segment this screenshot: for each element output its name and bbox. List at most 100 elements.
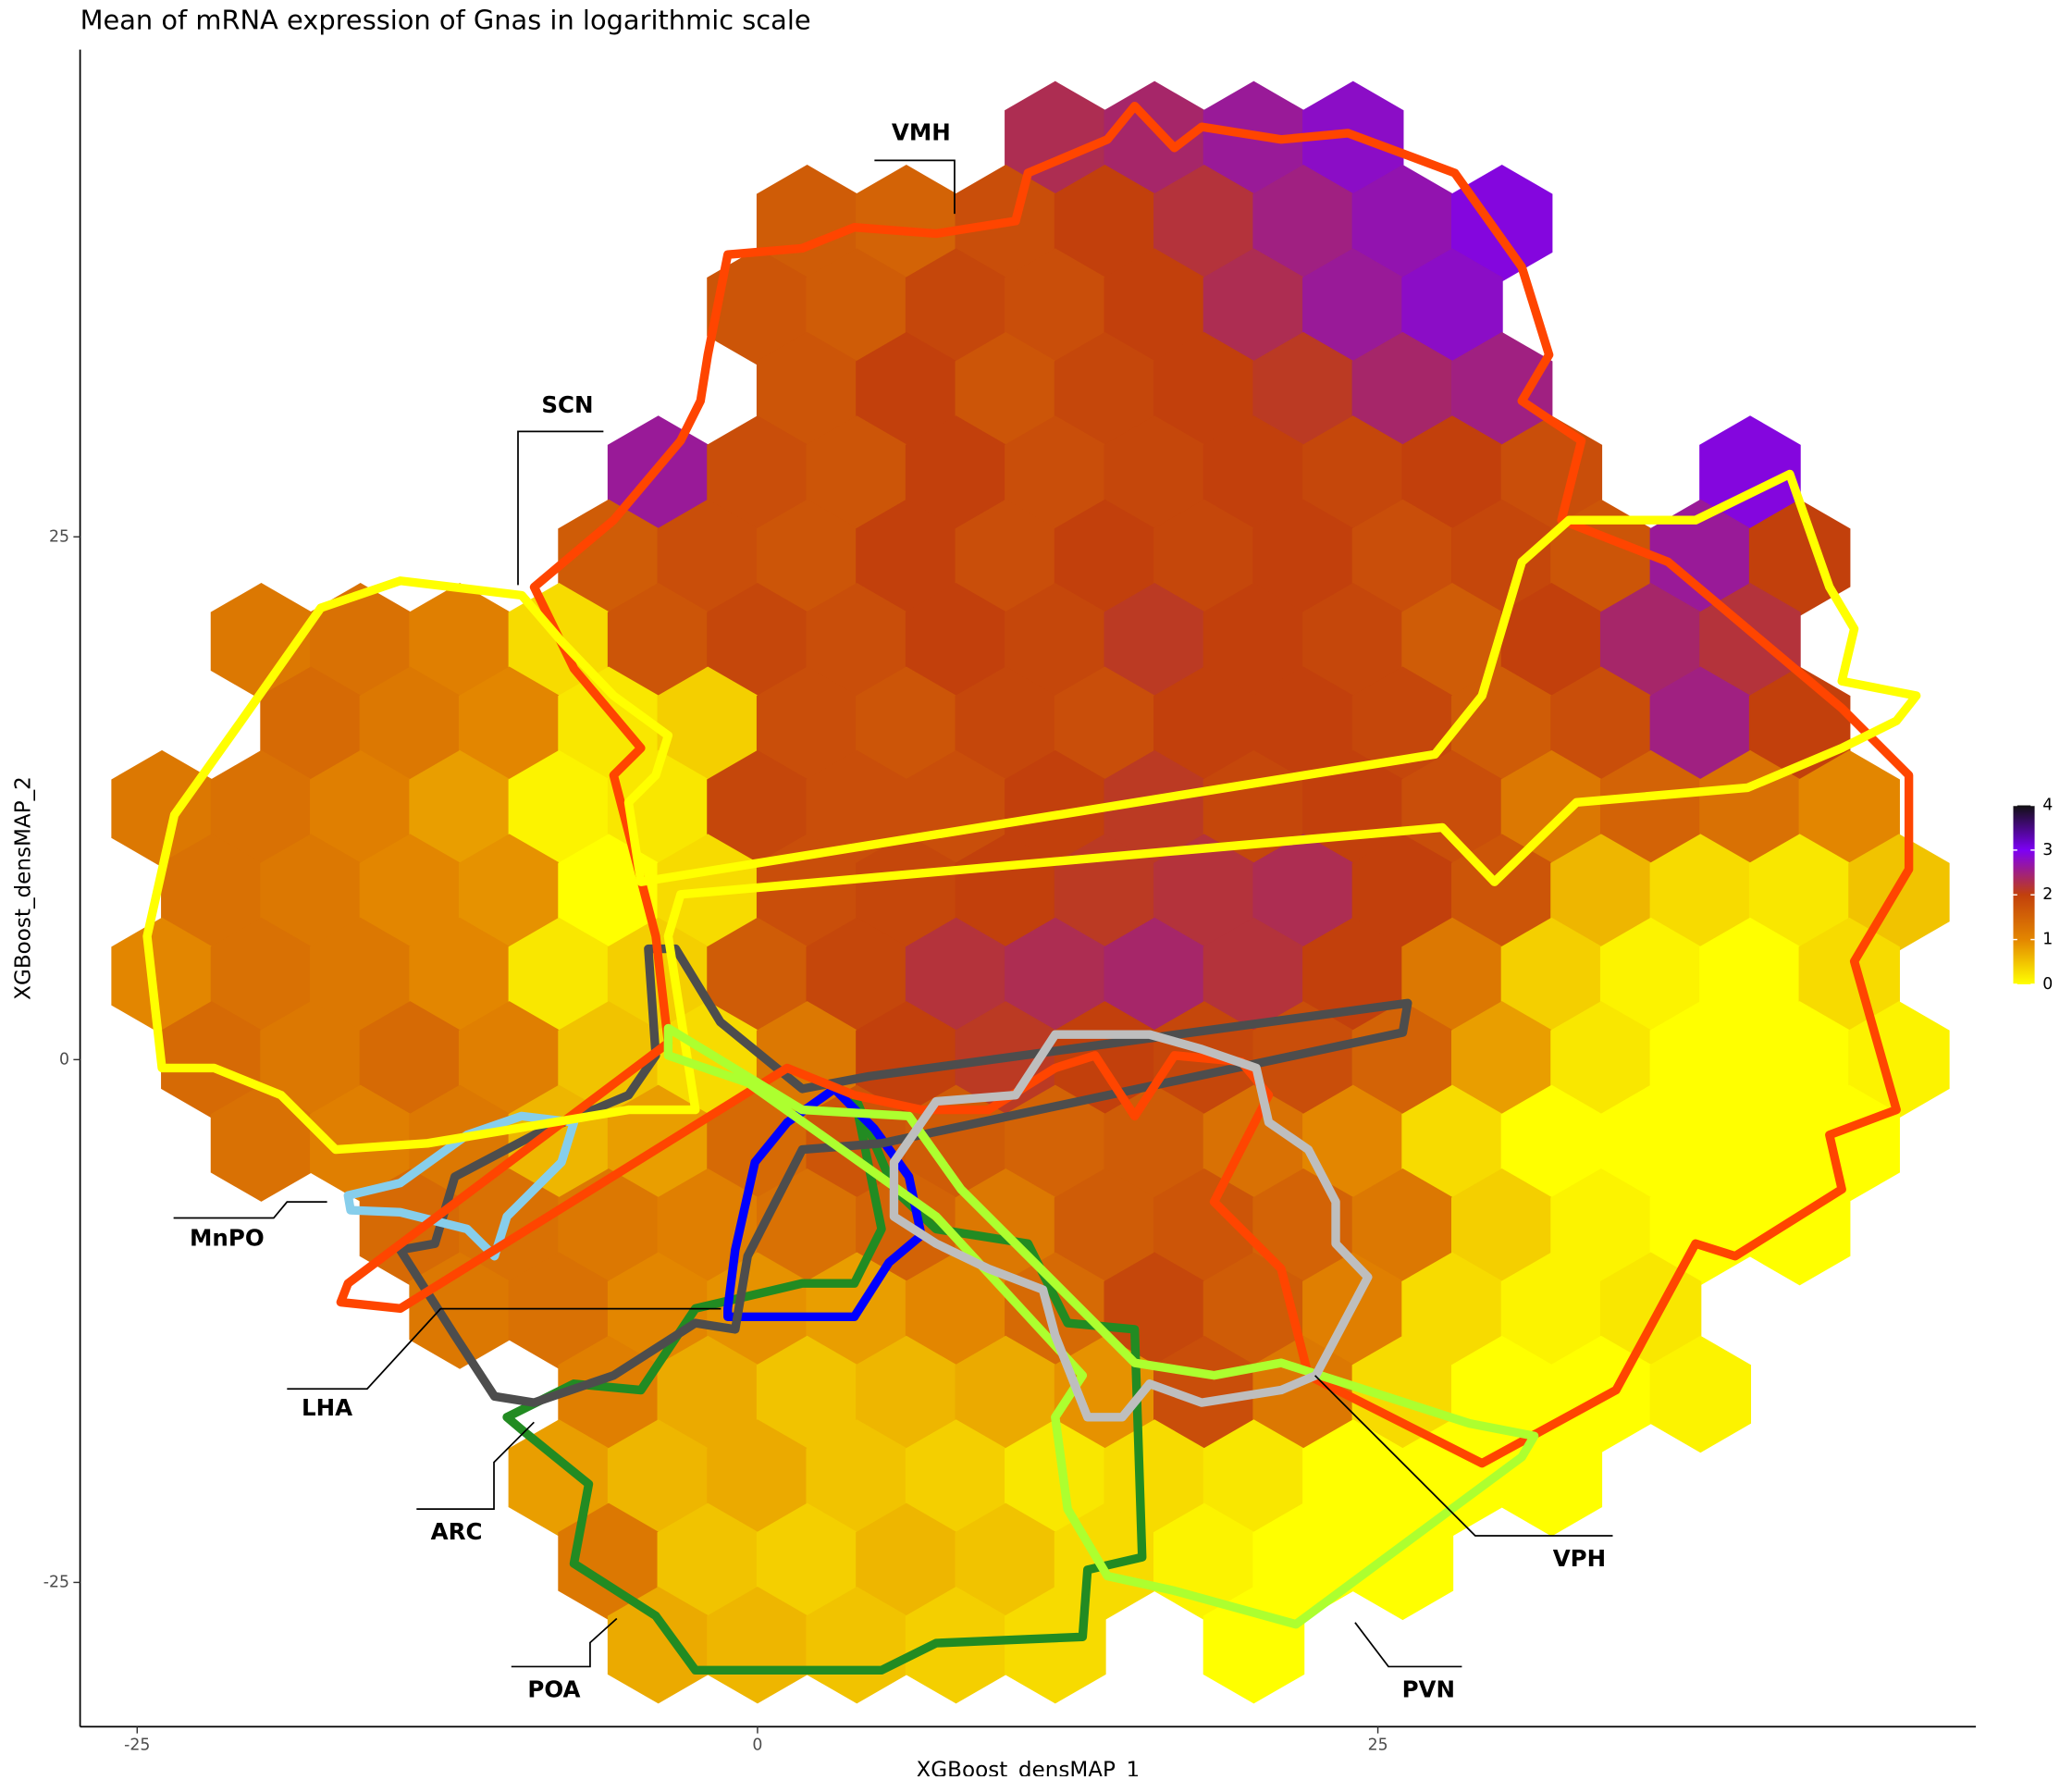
- region-label: MnPO: [190, 1225, 265, 1252]
- hex: [1302, 248, 1404, 365]
- hex: [1202, 1252, 1305, 1369]
- hex: [856, 834, 957, 951]
- hex: [359, 666, 462, 784]
- label-leader: [874, 159, 956, 215]
- hex: [508, 1252, 610, 1369]
- hex: [1401, 1419, 1503, 1537]
- hex: [1005, 917, 1106, 1035]
- hex: [1401, 1084, 1503, 1202]
- hex: [1550, 834, 1652, 951]
- colorbar-tick-label: 4: [2042, 797, 2053, 815]
- hex: [1252, 834, 1354, 951]
- hex: [1252, 499, 1354, 616]
- hex: [508, 749, 610, 868]
- hex: [1401, 1252, 1503, 1369]
- hex: [1104, 583, 1205, 700]
- hex: [905, 583, 1007, 700]
- hex: [1054, 499, 1156, 616]
- hex: [1401, 917, 1503, 1035]
- hex: [856, 499, 957, 616]
- region-label: LHA: [302, 1394, 352, 1421]
- hex: [1748, 834, 1851, 951]
- hex: [707, 583, 808, 700]
- hex: [657, 1502, 759, 1621]
- hex: [657, 666, 759, 784]
- hex: [856, 1001, 957, 1119]
- hex: [458, 1001, 561, 1119]
- hex: [1252, 331, 1354, 450]
- hex: [111, 917, 213, 1035]
- hex: [359, 1001, 462, 1119]
- hex: [856, 1335, 957, 1453]
- hex: [856, 1502, 957, 1621]
- label-leader: [287, 1307, 722, 1391]
- axes: -25 0 25 -25 0 25: [43, 49, 1977, 1755]
- hex: [260, 834, 362, 951]
- hex: [707, 1084, 808, 1202]
- hex: [1302, 415, 1404, 533]
- hex: [1351, 1001, 1454, 1119]
- colorbar-gradient: [2013, 805, 2035, 984]
- hex: [1748, 1001, 1851, 1119]
- label-leader: [1314, 1375, 1613, 1537]
- region-outline: [723, 1084, 926, 1321]
- hex: [1699, 917, 1801, 1035]
- hex: [1104, 248, 1205, 365]
- chart-title: Mean of mRNA expression of Gnas in logar…: [80, 4, 811, 35]
- hex: [161, 1001, 263, 1119]
- region-label: VMH: [892, 119, 951, 146]
- hex: [1153, 331, 1255, 450]
- y-tick-label: 0: [59, 1050, 69, 1069]
- hex: [1351, 331, 1454, 450]
- hex: [1054, 666, 1156, 784]
- hex: [756, 1335, 858, 1453]
- hex: [1599, 749, 1702, 868]
- hex: [1202, 583, 1305, 700]
- hex: [1599, 583, 1702, 700]
- hex: [1649, 666, 1752, 784]
- hex: [508, 917, 610, 1035]
- hex: [260, 1001, 362, 1119]
- hex: [905, 1252, 1007, 1369]
- hex: [1649, 499, 1752, 616]
- hex: [1252, 1502, 1354, 1621]
- hex: [1401, 583, 1503, 700]
- hex: [756, 1502, 858, 1621]
- hex: [1104, 1419, 1205, 1537]
- hex: [1550, 666, 1652, 784]
- hex: [210, 917, 313, 1035]
- hex: [707, 917, 808, 1035]
- hex: [1252, 165, 1354, 282]
- hex: [707, 415, 808, 533]
- hex: [210, 1084, 313, 1202]
- region-labels: POA ARC LHA MnPO VMH SCN PVN VPH: [173, 119, 1613, 1702]
- hex: [111, 749, 213, 868]
- colorbar-tick-label: 0: [2042, 975, 2053, 994]
- hex: [1599, 1084, 1702, 1202]
- hex: [856, 331, 957, 450]
- hex: [1202, 415, 1305, 533]
- hex: [1153, 1168, 1255, 1286]
- hex: [905, 415, 1007, 533]
- hex: [1252, 1001, 1354, 1119]
- hex: [409, 1252, 511, 1369]
- hex: [1104, 917, 1205, 1035]
- hex: [1451, 331, 1553, 450]
- hex: [1302, 1084, 1404, 1202]
- label-leader: [517, 430, 604, 586]
- hex: [1351, 1168, 1454, 1286]
- hex: [161, 834, 263, 951]
- hex: [1104, 749, 1205, 868]
- hex: [657, 1335, 759, 1453]
- label-leader: [1354, 1622, 1462, 1668]
- hex: [309, 583, 412, 700]
- hex: [806, 917, 908, 1035]
- hex: [1153, 165, 1255, 282]
- hex: [1054, 331, 1156, 450]
- x-tick-label: 0: [752, 1737, 762, 1755]
- hex: [607, 1586, 709, 1704]
- hex: [1153, 666, 1255, 784]
- y-tick-label: 25: [49, 527, 69, 546]
